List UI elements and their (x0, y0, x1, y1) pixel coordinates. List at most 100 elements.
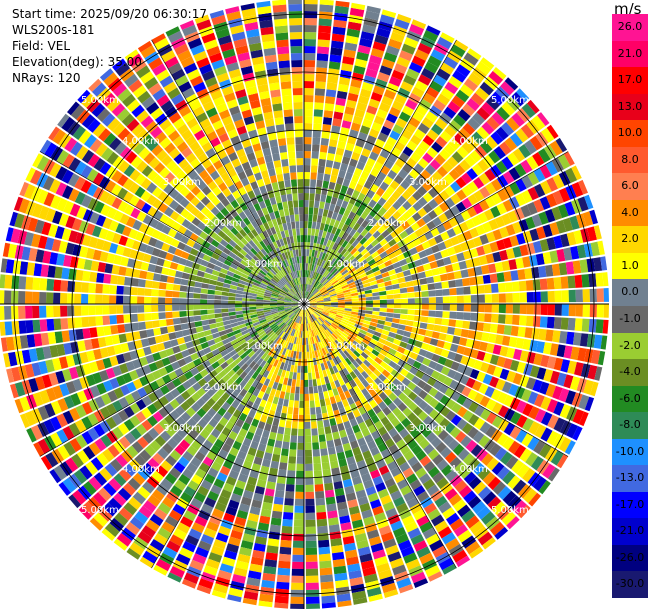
velocity-gate (32, 305, 40, 319)
velocity-gate (478, 172, 491, 186)
velocity-gate (293, 365, 298, 373)
velocity-gate (363, 320, 371, 325)
velocity-gate (213, 539, 227, 550)
velocity-gate (480, 57, 495, 70)
velocity-gate (209, 10, 225, 19)
velocity-gate (566, 231, 577, 246)
velocity-gate (242, 344, 251, 352)
velocity-gate (203, 527, 217, 539)
velocity-gate (306, 309, 310, 316)
velocity-gate (18, 198, 30, 214)
velocity-gate (129, 195, 140, 207)
velocity-gate (329, 418, 337, 427)
velocity-gate (207, 339, 216, 347)
velocity-gate (356, 318, 364, 323)
velocity-gate (357, 256, 366, 264)
velocity-gate (470, 312, 478, 321)
velocity-gate (268, 409, 276, 418)
velocity-gate (423, 393, 434, 404)
velocity-gate (562, 217, 573, 232)
velocity-gate (405, 226, 415, 236)
velocity-gate (100, 434, 113, 448)
velocity-gate (596, 288, 604, 302)
velocity-gate (489, 241, 499, 253)
velocity-gate (276, 574, 290, 583)
velocity-gate (125, 361, 135, 372)
velocity-gate (496, 174, 509, 188)
velocity-gate (367, 235, 376, 244)
velocity-gate (273, 287, 281, 292)
velocity-gate (230, 339, 239, 346)
velocity-gate (43, 419, 56, 434)
velocity-gate (404, 521, 418, 533)
velocity-gate (379, 576, 395, 587)
velocity-gate (542, 251, 552, 265)
velocity-gate (210, 137, 221, 148)
velocity-gate (252, 143, 262, 152)
velocity-gate (316, 236, 322, 244)
velocity-gate (524, 140, 537, 155)
velocity-gate (492, 481, 507, 495)
velocity-gate (325, 217, 332, 225)
velocity-gate (373, 331, 382, 338)
velocity-gate (395, 158, 406, 169)
velocity-gate (370, 446, 380, 457)
velocity-gate (242, 304, 250, 308)
velocity-gate (229, 284, 238, 290)
velocity-gate (539, 316, 548, 328)
velocity-gate (262, 147, 272, 157)
velocity-gate (170, 421, 181, 432)
velocity-gate (383, 89, 397, 100)
velocity-gate (423, 29, 439, 42)
velocity-gate (471, 215, 482, 227)
velocity-gate (368, 593, 383, 602)
velocity-gate (156, 149, 168, 162)
velocity-gate (365, 345, 374, 353)
velocity-gate (550, 450, 564, 466)
velocity-gate (443, 238, 453, 249)
velocity-gate (367, 61, 380, 72)
velocity-gate (503, 271, 512, 282)
velocity-gate (575, 304, 583, 317)
velocity-gate (234, 356, 243, 365)
velocity-gate (313, 312, 319, 318)
velocity-gate (137, 279, 146, 288)
velocity-gate (422, 478, 436, 491)
velocity-gate (416, 265, 425, 273)
velocity-gate (319, 333, 325, 341)
velocity-gate (157, 232, 168, 242)
velocity-gate (46, 278, 55, 291)
velocity-gate (374, 512, 387, 523)
velocity-gate (490, 205, 501, 218)
velocity-gate (321, 277, 327, 284)
velocity-gate (291, 287, 297, 294)
velocity-gate (291, 302, 299, 304)
velocity-gate (491, 462, 505, 476)
velocity-gate (248, 93, 260, 103)
velocity-gate (581, 318, 590, 332)
velocity-gate (108, 137, 122, 151)
velocity-gate (519, 315, 527, 326)
velocity-gate (272, 241, 279, 249)
velocity-gate (469, 349, 479, 359)
velocity-gate (350, 352, 358, 361)
velocity-gate (379, 238, 388, 247)
velocity-gate (316, 67, 328, 76)
velocity-gate (221, 443, 232, 453)
velocity-gate (183, 510, 197, 522)
velocity-gate (572, 426, 583, 441)
velocity-gate (400, 179, 411, 190)
velocity-gate (304, 344, 307, 352)
velocity-gate (467, 495, 482, 509)
velocity-gate (307, 337, 311, 345)
velocity-gate (263, 370, 270, 378)
velocity-gate (469, 321, 477, 330)
velocity-gate (182, 380, 192, 390)
velocity-gate (335, 579, 349, 589)
velocity-gate (363, 251, 371, 259)
velocity-gate (407, 527, 422, 539)
velocity-gate (205, 107, 218, 118)
velocity-gate (339, 322, 347, 328)
velocity-gate (112, 400, 123, 412)
velocity-gate (326, 360, 333, 369)
